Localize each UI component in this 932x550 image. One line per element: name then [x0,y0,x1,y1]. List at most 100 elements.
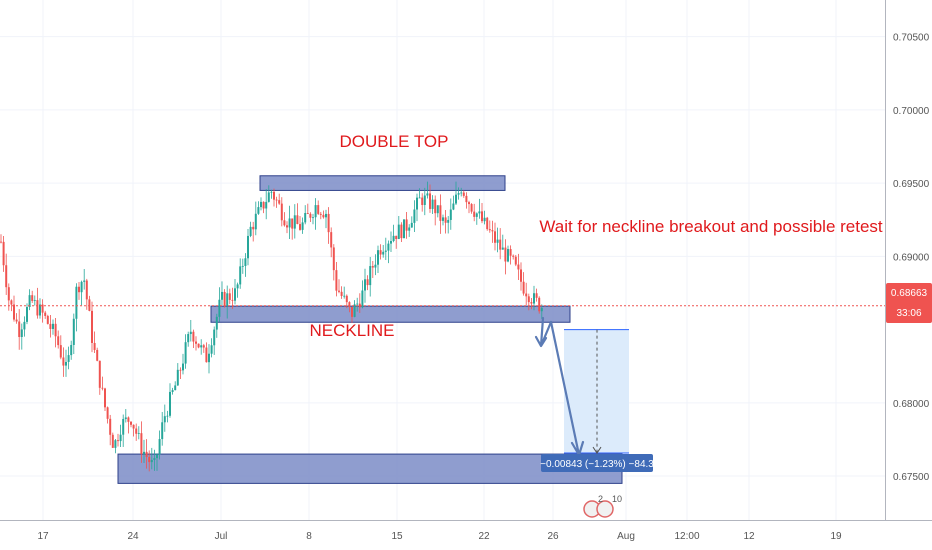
candle-body [410,222,413,228]
candle-body [527,296,530,303]
x-tick-label: 17 [37,531,49,542]
candle-body [291,218,294,229]
candle-body [15,319,18,322]
flag-icon[interactable] [596,500,614,518]
candle-body [286,225,288,228]
candle-body [499,239,502,250]
candle-body [314,205,317,218]
x-tick-label: 26 [547,531,559,542]
candle-body [143,451,145,455]
candle-body [223,291,226,306]
economic-event-icons[interactable]: 2 10 [583,494,622,518]
y-tick-label: 0.67500 [893,472,930,483]
candle-body [426,193,429,196]
candle-body [538,297,541,312]
candle-body [0,241,2,243]
candle-body [215,316,218,330]
x-tick-label: 24 [127,531,139,542]
candle-body [239,266,242,285]
candle-body [384,250,387,252]
candle-body [530,302,533,304]
candle-body [179,369,182,371]
event-count: 2 [598,494,603,504]
candle-body [470,204,473,212]
candle-body [535,293,538,298]
candle-body [13,304,15,320]
candle-body [332,247,335,271]
candle-body [96,349,99,361]
candle-body [187,334,190,343]
candle-body [514,256,517,265]
double-top-annotation: DOUBLE TOP [340,132,449,151]
candle-body [161,422,164,440]
candle-body [390,241,392,244]
candle-body [98,360,101,388]
candle-body [127,417,130,422]
candle-body [192,331,195,342]
candle-body [184,342,187,364]
candle-body [80,281,83,293]
candle-body [304,213,307,223]
candle-body [260,201,262,208]
candle-body [465,195,468,203]
candle-body [382,251,385,255]
x-tick-label: 12 [743,531,755,542]
candle-body [33,300,36,301]
candle-body [109,418,112,435]
candle-body [364,279,366,291]
candle-body [249,226,252,236]
candle-body [351,307,353,317]
candle-body [18,321,21,337]
candle-body [403,219,405,239]
candle-body [356,303,359,305]
candle-body [501,247,504,250]
candle-body [54,323,57,337]
candle-body [507,249,509,262]
candle-body [280,203,283,221]
candle-body [299,224,301,230]
y-tick-label: 0.69500 [893,179,930,190]
candle-body [156,454,158,459]
candle-body [36,300,39,316]
candle-body [218,299,221,317]
candle-body [57,336,60,346]
candle-body [210,345,213,354]
candle-body [335,270,338,291]
candle-body [72,318,75,345]
candle-body [431,199,434,209]
y-tick-label: 0.70500 [893,33,930,44]
measure-label-text: −0.00843 (−1.23%) −84.3 [540,459,654,470]
candle-body [522,281,525,294]
candle-body [122,418,125,435]
candle-body [262,201,265,209]
candle-body [254,213,257,230]
candle-body [26,307,28,322]
last-price-value: 0.68663 [891,288,928,299]
y-axis-ticks: 0.70500 0.70000 0.69500 0.69000 0.68000 0.675… [893,33,930,483]
candle-body [91,310,93,343]
candle-body [2,241,5,266]
candle-body [145,451,148,457]
candle-body [325,213,327,218]
candle-body [473,211,476,217]
candle-body [202,345,205,348]
candle-body [540,307,543,312]
projection-arrows [534,316,585,457]
candle-body [312,217,314,219]
candle-body [182,363,184,371]
candle-body [517,264,520,270]
candle-body [75,286,78,319]
candle-body [452,203,455,210]
candle-body [413,209,416,223]
candle-body [228,293,231,300]
candle-body [468,202,470,205]
candle-body [512,255,515,257]
candle-body [387,243,390,251]
y-tick-label: 0.70000 [893,106,930,117]
candle-body [283,220,286,226]
candle-body [358,303,361,308]
candle-body [195,341,197,344]
candle-body [65,361,67,366]
candle-body [111,434,114,448]
